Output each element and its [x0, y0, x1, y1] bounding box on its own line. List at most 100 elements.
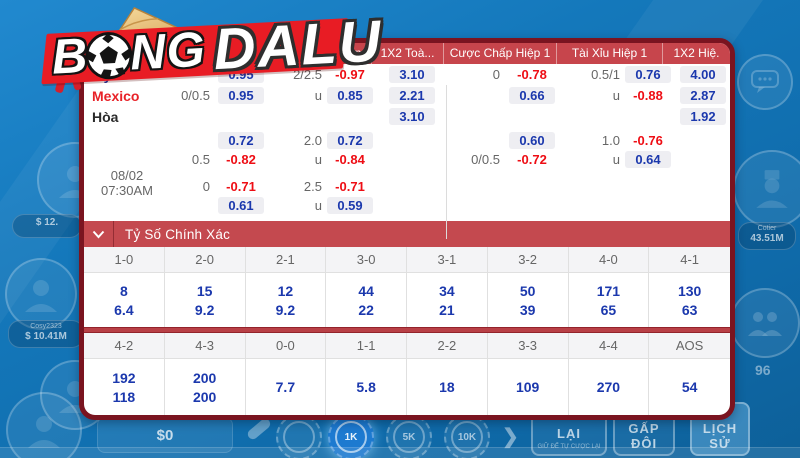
score-odds[interactable]: 192 [112, 369, 136, 386]
odds-cell[interactable]: 0.72 [218, 132, 264, 149]
correct-score-table-2: 4-2 192 118 4-3 200 200 0-0 7.7 1-1 5.8 2-… [84, 333, 730, 415]
player-name: Cosy2323 [30, 323, 62, 330]
match-datetime: 08/02 07:30AM [84, 168, 170, 198]
score-odds[interactable]: 9.2 [275, 301, 296, 318]
score-header: 2-0 [164, 247, 245, 273]
player-avatar [733, 150, 800, 228]
odds-cell[interactable]: -0.78 [517, 67, 547, 82]
score-odds[interactable]: 22 [358, 301, 374, 318]
score-odds[interactable]: 34 [439, 282, 455, 299]
chip-label: 1K [335, 421, 367, 453]
score-header: 3-3 [487, 333, 568, 359]
ou-line: 2.5 [303, 179, 322, 194]
odds-cell[interactable]: -0.71 [226, 179, 256, 194]
player-balance: $ 12. [35, 217, 59, 228]
odds-cell[interactable]: 2.21 [389, 87, 435, 104]
score-header: 2-1 [245, 247, 326, 273]
player-name: Cotier [757, 225, 777, 232]
odds-cell[interactable]: -0.97 [335, 67, 365, 82]
player-balance-pill: $ 12. [12, 214, 82, 238]
column-divider [446, 85, 447, 239]
score-odds[interactable]: 63 [681, 301, 698, 318]
score-odds[interactable]: 21 [439, 301, 455, 318]
odds-cell[interactable]: -0.72 [517, 152, 547, 167]
score-odds[interactable]: 9.2 [194, 301, 215, 318]
odds-cell[interactable]: 0.61 [218, 197, 264, 214]
odds-cell[interactable]: 0.60 [509, 132, 555, 149]
odds-cell[interactable]: 0.85 [327, 87, 373, 104]
score-odds[interactable]: 12 [277, 282, 294, 299]
odds-cell[interactable]: 4.00 [680, 66, 726, 83]
score-odds[interactable]: 50 [519, 282, 536, 299]
score-header: 1-1 [326, 333, 406, 359]
section-divider [84, 327, 730, 333]
player-balance: $ 10.41M [25, 331, 67, 343]
odds-cell[interactable]: -0.88 [633, 88, 663, 103]
online-players-icon[interactable] [730, 288, 800, 358]
chevron-down-icon[interactable] [84, 221, 114, 247]
score-odds[interactable]: 54 [681, 379, 698, 395]
chip-1k[interactable]: 1K [328, 414, 374, 458]
score-odds[interactable]: 171 [596, 282, 621, 299]
odds-cell[interactable]: 0.76 [625, 66, 671, 83]
ou-line: u [612, 88, 620, 103]
odds-row-away: Mexico 0/0.5 0.95 u 0.85 2.21 0.66 u -0.… [84, 85, 730, 106]
alt-lines-block: 08/02 07:30AM 0.72 2.0 0.72 0.60 1.0 -0.… [84, 131, 730, 215]
header-overunder-h1: Tài Xỉu Hiệp 1 [557, 43, 663, 64]
odds-cell[interactable]: 3.10 [389, 108, 435, 125]
odds-cell[interactable]: 2.87 [680, 87, 726, 104]
score-odds[interactable]: 270 [596, 379, 621, 395]
score-odds[interactable]: 18 [439, 379, 455, 395]
online-count: 96 [755, 362, 771, 378]
odds-cell[interactable]: -0.71 [335, 179, 365, 194]
header-1x2-ft: 1X2 Toà... [372, 43, 444, 64]
odds-cell[interactable]: -0.76 [633, 133, 663, 148]
ou-line: 0.5/1 [591, 67, 620, 82]
odds-cell[interactable]: 0.59 [327, 197, 373, 214]
odds-cell[interactable]: 0.72 [327, 132, 373, 149]
score-header: 3-1 [407, 247, 487, 273]
odds-row-home: Mỹ 0.95 2/2.5 -0.97 3.10 0 -0.78 0.5/1 0… [84, 64, 730, 85]
odds-cell[interactable]: -0.84 [335, 152, 365, 167]
score-odds[interactable]: 118 [112, 388, 136, 405]
score-odds[interactable]: 200 [192, 388, 217, 405]
odds-cell[interactable]: 0.95 [218, 87, 264, 104]
undo-bet-icon[interactable] [245, 416, 273, 442]
odds-cell[interactable]: 0.64 [625, 151, 671, 168]
handicap-line: 0/0.5 [181, 88, 210, 103]
score-odds[interactable]: 7.7 [275, 379, 296, 395]
score-odds[interactable]: 15 [196, 282, 213, 299]
handicap-line: 0 [492, 67, 500, 82]
user-avatar[interactable] [6, 392, 82, 458]
odds-row: 0.72 2.0 0.72 0.60 1.0 -0.76 [84, 131, 730, 150]
score-odds[interactable]: 44 [358, 282, 374, 299]
double-label: ĐÔI [630, 436, 658, 451]
logo-text-dalu: DALU [211, 7, 385, 82]
correct-score-banner[interactable]: Tỷ Số Chính Xác [84, 221, 730, 247]
odds-cell[interactable]: 1.92 [680, 108, 726, 125]
odds-cell[interactable]: 3.10 [389, 66, 435, 83]
chips-next-arrow-icon[interactable]: ❯ [502, 426, 519, 448]
score-odds[interactable]: 39 [519, 301, 536, 318]
odds-cell[interactable]: 0.66 [509, 87, 555, 104]
rebet-sublabel: GIỮ ĐỂ TỰ CƯỢC LẠI [537, 444, 601, 450]
odds-panel: Cược Chấp Toàn ... Tài Xỉu Toàn Trận 1X2… [79, 38, 735, 420]
match-time: 07:30AM [100, 183, 154, 198]
handicap-line: 0/0.5 [471, 152, 500, 167]
score-odds[interactable]: 65 [600, 301, 617, 318]
handicap-line: 0 [202, 179, 210, 194]
score-odds[interactable]: 6.4 [114, 301, 134, 318]
bottom-strip [0, 447, 800, 458]
score-odds[interactable]: 8 [119, 282, 128, 299]
chip-5k[interactable]: 5K [386, 414, 432, 458]
score-odds[interactable]: 200 [192, 369, 217, 386]
score-header: 0-0 [245, 333, 326, 359]
odds-cell[interactable]: -0.82 [226, 152, 256, 167]
player-balance-pill: Cotier 43.51M [738, 222, 796, 250]
score-odds[interactable]: 109 [515, 379, 540, 395]
score-odds[interactable]: 5.8 [356, 379, 376, 395]
logo-text-ng: NG [128, 22, 207, 81]
score-odds[interactable]: 130 [677, 282, 702, 299]
chat-icon[interactable] [737, 54, 793, 110]
match-date: 08/02 [110, 168, 144, 183]
